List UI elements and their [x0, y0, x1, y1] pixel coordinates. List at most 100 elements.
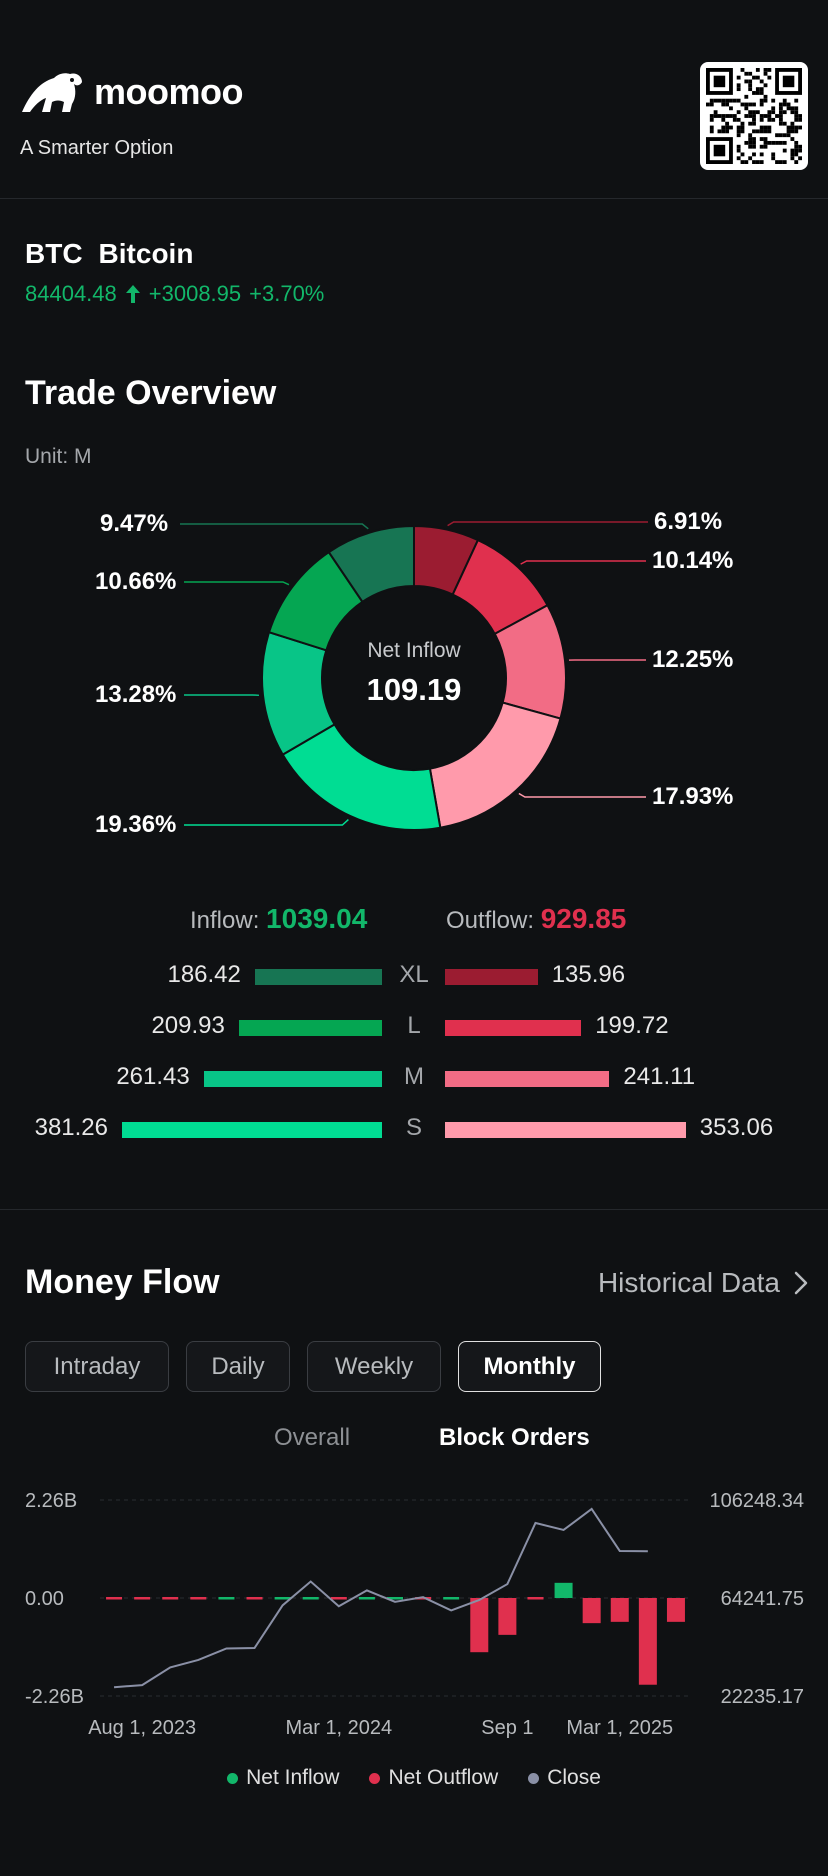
leader-line-outflow-xl: [447, 521, 648, 527]
tagline: A Smarter Option: [20, 137, 174, 159]
last-price: 84404.48: [25, 281, 117, 306]
money-flow-svg: 2.26B 0.00 -2.26B 106248.34 64241.75 22235.17…: [25, 1490, 804, 1739]
inflow-m-bar: [203, 1071, 382, 1087]
inflow-l-bar: [238, 1020, 382, 1036]
net-outflow-dot: [369, 1772, 381, 1784]
outflow-total: Outflow: 929.85: [446, 903, 626, 935]
outflow-l-value: 199.72: [595, 1012, 669, 1039]
ticker-title: BTC Bitcoin: [25, 238, 193, 270]
net-inflow-dot: [227, 1772, 239, 1784]
order-size-row-xl: 186.42 XL 135.96: [0, 961, 828, 991]
slice-label-outflow-l: 10.14%: [652, 547, 734, 574]
slice-label-outflow-xl: 6.91%: [654, 508, 723, 535]
legend-net-outflow-label: Net Outflow: [388, 1766, 499, 1789]
historical-data-label: Historical Data: [597, 1267, 780, 1298]
money-flow-chart: 2.26B 0.00 -2.26B 106248.34 64241.75 22235.17…: [0, 1480, 828, 1750]
size-label-xl: XL: [399, 961, 429, 988]
leader-line-outflow-s: [518, 792, 646, 798]
net-inflow-bar: [218, 1597, 235, 1600]
price-line: 84404.48 +3008.95 +3.70%: [25, 281, 324, 307]
donut-svg: [180, 521, 648, 831]
net-outflow-bar: [106, 1597, 123, 1600]
net-outflow-bar: [638, 1598, 657, 1685]
chevron-right-icon: [794, 1271, 808, 1295]
left-axis-tick: 0.00: [25, 1588, 64, 1610]
tab-monthly[interactable]: Monthly: [458, 1341, 601, 1392]
ticker-name: Bitcoin: [98, 238, 194, 269]
x-axis-tick: Mar 1, 2025: [566, 1717, 673, 1739]
donut-slice-outflow-s: [428, 701, 562, 829]
order-size-row-m: 261.43 M 241.11: [0, 1063, 828, 1093]
tab-intraday[interactable]: Intraday: [25, 1341, 169, 1392]
tab-daily[interactable]: Daily: [186, 1341, 290, 1392]
legend-net-inflow-label: Net Inflow: [246, 1766, 340, 1789]
tab-weekly[interactable]: Weekly: [307, 1341, 441, 1392]
leader-line-outflow-l: [520, 560, 646, 565]
net-outflow-bar: [330, 1597, 347, 1600]
net-inflow-value: 109.19: [366, 672, 462, 707]
outflow-value: 929.85: [540, 903, 627, 934]
net-inflow-label: Net Inflow: [367, 639, 461, 662]
right-axis-tick: 106248.34: [709, 1490, 804, 1512]
legend-close: Close: [528, 1766, 601, 1790]
outflow-m-value: 241.11: [623, 1063, 696, 1090]
outflow-m-bar: [445, 1071, 610, 1087]
legend-net-inflow: Net Inflow: [227, 1766, 339, 1790]
size-label-l: L: [407, 1012, 421, 1039]
net-outflow-bar: [527, 1597, 544, 1600]
net-outflow-bar: [246, 1597, 263, 1600]
leader-line-inflow-s: [184, 818, 349, 826]
close-line: [113, 1507, 648, 1689]
close-dot: [528, 1772, 540, 1784]
outflow-label: Outflow:: [446, 907, 535, 934]
x-axis-tick: Sep 1: [481, 1717, 533, 1739]
donut-chart: Net Inflow 109.19 9.47% 10.66% 13.28% 19…: [0, 500, 828, 860]
slice-label-outflow-m: 12.25%: [652, 646, 734, 673]
right-axis-tick: 64241.75: [721, 1588, 804, 1610]
size-label-m: M: [404, 1063, 424, 1090]
qr-code-icon: [700, 62, 808, 170]
slice-label-inflow-s: 19.36%: [95, 811, 177, 838]
price-change-pct: +3.70%: [249, 281, 325, 306]
brand-logo: moomoo: [20, 68, 243, 116]
inflow-s-value: 381.26: [34, 1114, 108, 1141]
size-label-s: S: [405, 1114, 422, 1141]
subtab-overall[interactable]: Overall: [274, 1424, 351, 1451]
net-outflow-bar: [190, 1597, 207, 1600]
trade-overview-title: Trade Overview: [25, 374, 277, 412]
right-axis-tick: 22235.17: [721, 1686, 804, 1708]
net-inflow-bar: [274, 1597, 291, 1600]
x-axis-tick: Mar 1, 2024: [285, 1717, 392, 1739]
price-change: +3008.95: [148, 281, 242, 306]
unit-label: Unit: M: [25, 445, 92, 468]
donut-slice-inflow-xl: [327, 524, 415, 604]
bull-logo-icon: [22, 73, 82, 112]
net-inflow-bar: [387, 1597, 403, 1600]
net-outflow-bar: [666, 1598, 685, 1622]
x-axis-tick: Aug 1, 2023: [88, 1717, 196, 1739]
net-outflow-bar: [498, 1598, 517, 1635]
ticker-symbol: BTC: [25, 238, 83, 269]
net-outflow-bar: [610, 1598, 629, 1622]
legend-close-label: Close: [547, 1766, 601, 1789]
net-outflow-bar: [162, 1597, 179, 1600]
slice-label-inflow-xl: 9.47%: [100, 510, 169, 537]
historical-data-link[interactable]: Historical Data: [598, 1267, 808, 1299]
slice-label-outflow-s: 17.93%: [652, 783, 734, 810]
outflow-xl-value: 135.96: [551, 961, 626, 988]
slice-label-inflow-m: 13.28%: [95, 681, 177, 708]
arrow-up-icon: [125, 285, 140, 303]
inflow-total: Inflow: 1039.04: [190, 903, 367, 935]
inflow-xl-bar: [254, 969, 382, 985]
legend-net-outflow: Net Outflow: [369, 1766, 498, 1790]
outflow-l-bar: [445, 1020, 582, 1036]
net-outflow-bar: [470, 1598, 489, 1653]
chart-legend: Net Inflow Net Outflow Close: [0, 1766, 828, 1790]
subtab-block-orders[interactable]: Block Orders: [439, 1424, 590, 1451]
order-size-row-l: 209.93 L 199.72: [0, 1012, 828, 1042]
leader-line-inflow-l: [184, 581, 290, 586]
brand-name: moomoo: [94, 71, 243, 112]
left-axis-tick: -2.26B: [25, 1686, 84, 1708]
slice-label-inflow-l: 10.66%: [95, 568, 177, 595]
net-outflow-bar: [134, 1597, 151, 1600]
